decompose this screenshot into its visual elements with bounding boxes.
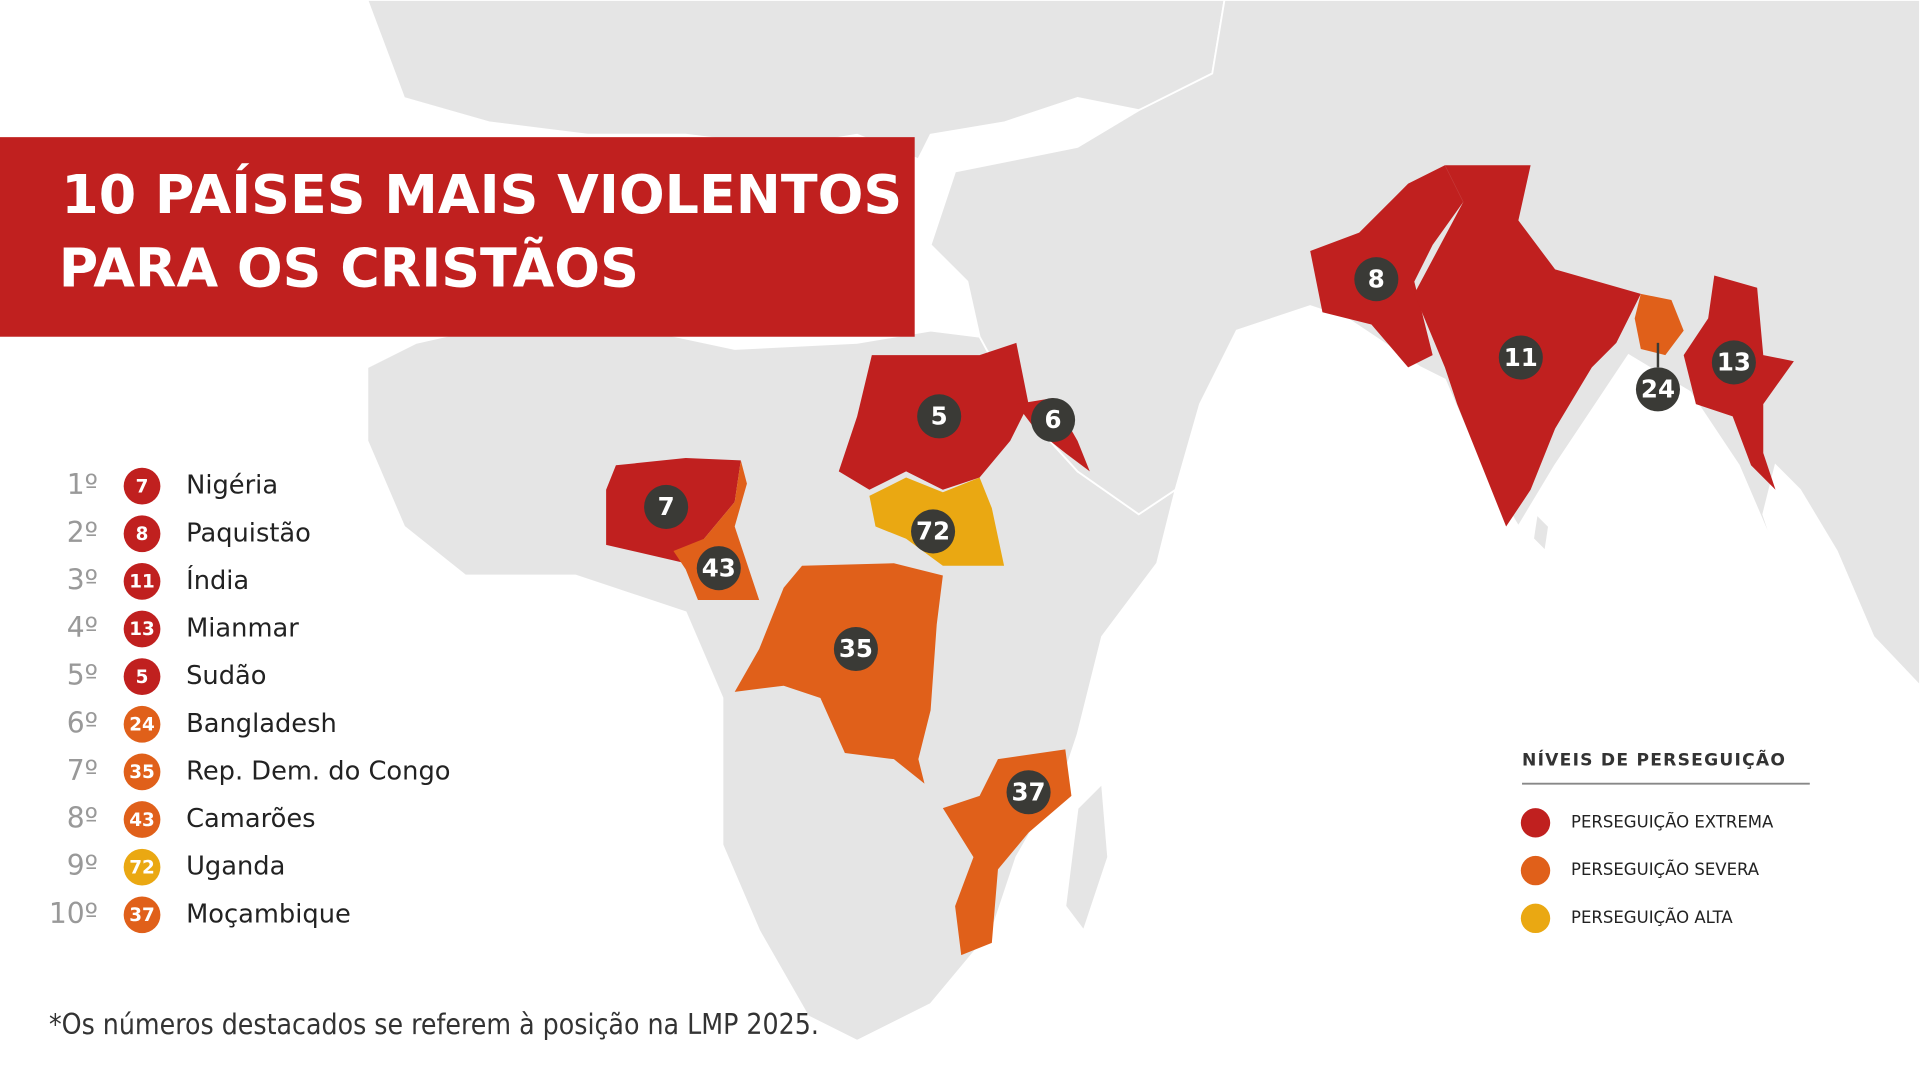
badge (123, 563, 161, 600)
badge (123, 705, 161, 743)
badge (123, 896, 161, 934)
rank: 9º (67, 849, 98, 882)
rank: 5º (67, 659, 98, 692)
map-marker-number: 35 (839, 634, 873, 663)
badge-number: 24 (129, 715, 155, 736)
badge-number: 37 (129, 905, 155, 926)
rank: 10º (49, 897, 98, 930)
map-marker (1711, 340, 1756, 385)
bangladesh-shape (1634, 293, 1684, 356)
badge (123, 848, 161, 886)
map-marker (696, 546, 741, 591)
rank: 7º (67, 754, 98, 787)
map-marker (1635, 367, 1680, 412)
legend-title: NÍVEIS DE PERSEGUIÇÃO (1522, 747, 1786, 770)
badge-number: 72 (129, 857, 155, 878)
madagascar (1064, 781, 1110, 933)
map-marker (833, 626, 878, 672)
map-marker-number: 13 (1717, 348, 1751, 377)
badge (123, 753, 161, 791)
map-markers: 7 8 11 13 5 24 35 43 72 37 6 (644, 257, 1756, 815)
country-name: Moçambique (186, 899, 351, 929)
rank: 6º (67, 706, 98, 739)
country-name: Camarões (186, 804, 315, 834)
map-marker (917, 394, 962, 439)
title-line: PARA OS CRISTÃOS (59, 236, 639, 299)
ranking-list: 1º 7 Nigéria 2º 8 Paquistão 3º 11 Índia 4º 13 Mianm… (49, 467, 450, 934)
map-marker-number: 5 (931, 402, 948, 431)
badge-number: 5 (136, 667, 149, 688)
map-marker (1354, 257, 1399, 302)
country-name: Rep. Dem. do Congo (186, 756, 450, 786)
badge-number: 35 (129, 762, 155, 783)
title-line: 10 PAÍSES MAIS VIOLENTOS (61, 163, 902, 226)
drc-shape (734, 563, 943, 784)
rank: 4º (67, 611, 98, 644)
legend-swatch (1520, 855, 1551, 886)
rank: 1º (67, 468, 98, 501)
country-name: Bangladesh (186, 709, 337, 739)
legend: PERSEGUIÇÃO EXTREMA PERSEGUIÇÃO SEVERA PER… (1520, 808, 1774, 934)
badge-number: 8 (136, 524, 149, 545)
map-marker-number: 72 (916, 517, 950, 546)
country-name: Paquistão (186, 518, 311, 548)
legend-swatch (1520, 808, 1551, 838)
badge (123, 658, 161, 696)
country-name: Nigéria (186, 471, 278, 501)
rank: 2º (67, 516, 98, 549)
map-marker (1498, 335, 1543, 380)
title-box (0, 137, 915, 337)
badge (123, 801, 161, 838)
country-name: Mianmar (186, 614, 299, 644)
map-marker-number: 7 (658, 492, 675, 521)
map-marker-number: 24 (1641, 375, 1675, 404)
country-name: Sudão (186, 661, 266, 691)
map-marker-number: 11 (1504, 343, 1538, 372)
legend-label: PERSEGUIÇÃO EXTREMA (1571, 812, 1774, 831)
country-name: Índia (186, 564, 249, 596)
badge (123, 515, 161, 553)
badge (123, 610, 161, 648)
legend-label: PERSEGUIÇÃO SEVERA (1571, 860, 1760, 879)
sri-lanka (1532, 512, 1550, 553)
country-name: Uganda (186, 852, 285, 882)
map-marker-number: 37 (1012, 777, 1046, 806)
badge-number: 43 (129, 810, 155, 831)
map-marker (911, 509, 956, 554)
map-marker (1031, 397, 1076, 443)
footnote: *Os números destacados se referem à posi… (49, 1008, 819, 1041)
map-marker-number: 43 (702, 553, 736, 582)
map-marker (1006, 770, 1051, 815)
badge-number: 7 (136, 476, 149, 497)
legend-swatch (1520, 903, 1551, 934)
map-marker-number: 8 (1368, 264, 1385, 293)
legend-label: PERSEGUIÇÃO ALTA (1571, 908, 1733, 927)
badge-number: 13 (129, 619, 155, 640)
badge-number: 11 (129, 572, 155, 593)
map-marker (644, 484, 689, 529)
rank: 3º (67, 563, 98, 596)
map-marker-number: 6 (1045, 405, 1062, 434)
rank: 8º (67, 802, 98, 835)
badge (123, 467, 161, 505)
